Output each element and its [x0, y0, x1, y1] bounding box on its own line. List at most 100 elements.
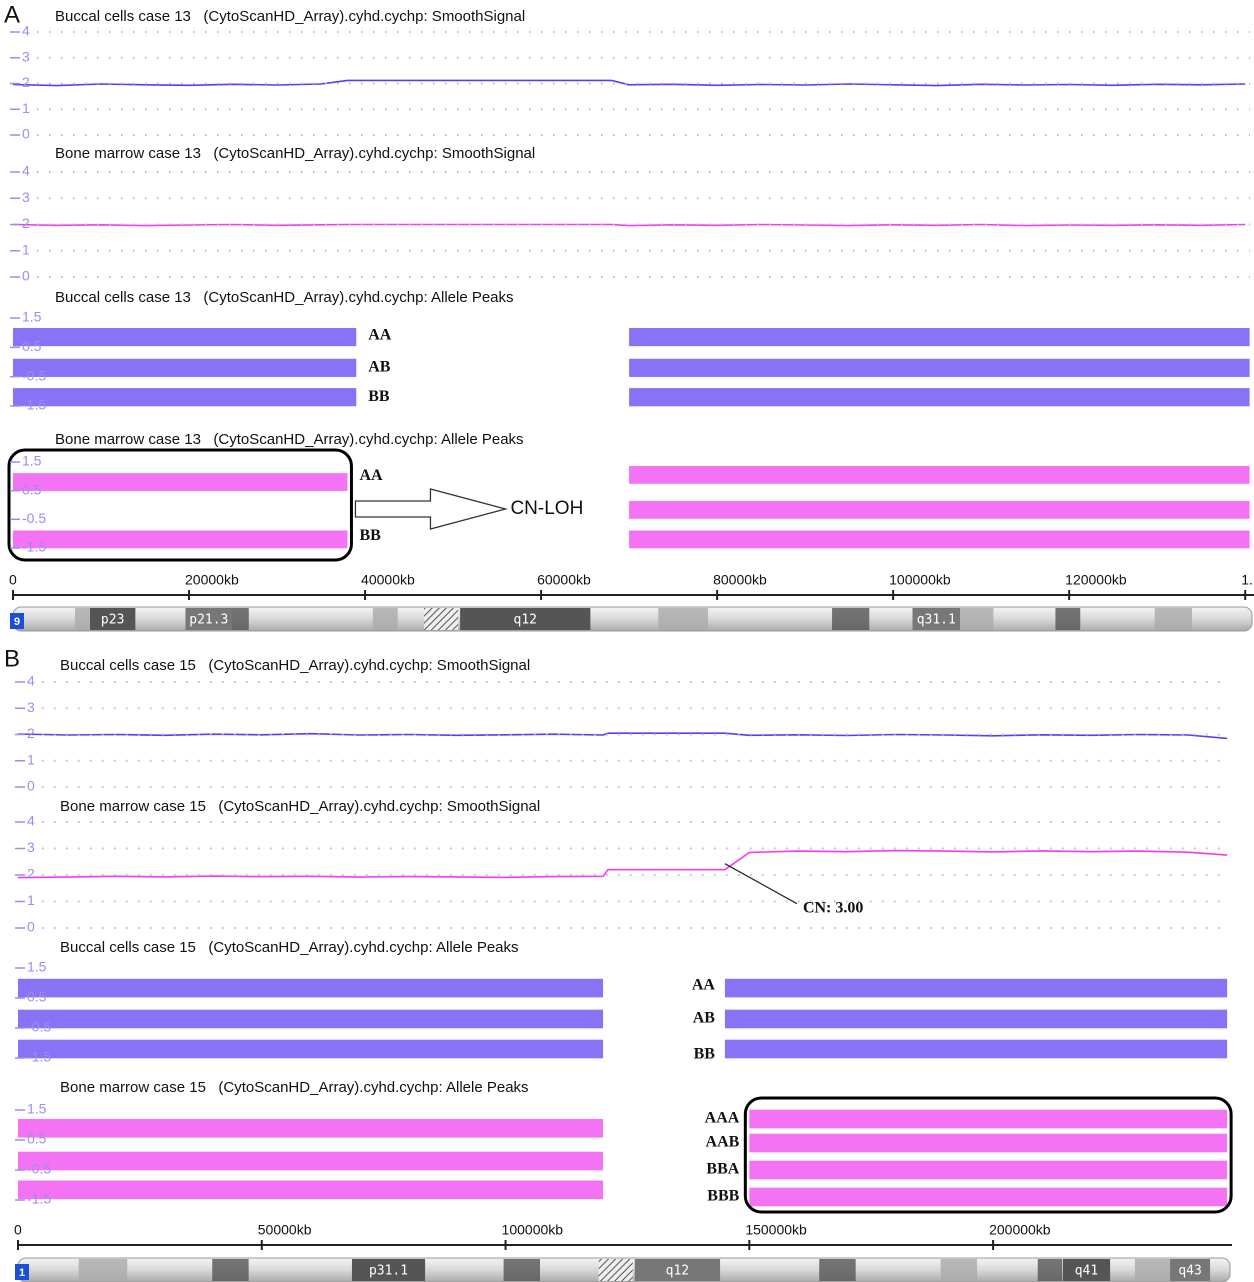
y-tick-label: 0 [27, 778, 35, 794]
track-title: Bone marrow case 13 (CytoScanHD_Array).c… [55, 145, 535, 162]
genotype-label: BB [368, 388, 390, 405]
allele-band [749, 1109, 1228, 1129]
y-tick-label: -1.5 [22, 397, 46, 413]
cytoband [832, 608, 870, 630]
allele-band [13, 358, 357, 377]
allele-band [629, 388, 1250, 407]
x-tick-label: 40000kb [361, 572, 415, 588]
allele-band [724, 1009, 1228, 1029]
track-title: Bone marrow case 15 (CytoScanHD_Array).c… [60, 798, 540, 815]
labeled-band [634, 1259, 721, 1281]
y-tick-label: 3 [22, 48, 30, 64]
track-title: Buccal cells case 15 (CytoScanHD_Array).… [60, 939, 519, 956]
allele-band [13, 327, 357, 347]
y-tick-label: -0.5 [22, 367, 46, 383]
y-tick-label: 1 [22, 241, 30, 257]
x-tick-label: 100000kb [502, 1222, 564, 1238]
signal-line [12, 79, 1246, 87]
y-tick-label: -1.5 [22, 539, 46, 555]
allele-band [18, 1009, 604, 1029]
allele-band [18, 1151, 604, 1171]
y-tick-label: 2 [22, 215, 30, 231]
allele-band [629, 530, 1250, 549]
labeled-band [912, 608, 961, 630]
annotation: CN-LOH [510, 498, 583, 519]
centromere [598, 1259, 633, 1281]
y-tick-label: 4 [27, 813, 35, 829]
band-label: p31.1 [369, 1264, 408, 1279]
genotype-label: AB [368, 359, 391, 376]
cytoband [1037, 1259, 1063, 1281]
x-tick-label: 50000kb [258, 1222, 312, 1238]
allele-band [629, 500, 1250, 519]
x-tick-label: 150000kb [745, 1222, 807, 1238]
allele-band [724, 1039, 1228, 1059]
y-tick-label: 2 [27, 725, 35, 741]
labeled-band [351, 1259, 426, 1281]
annotation-line [724, 863, 798, 905]
y-tick-label: 1 [27, 751, 35, 767]
genotype-label: AB [693, 1010, 716, 1027]
x-tick-label: 1. [1241, 572, 1253, 588]
labeled-band [90, 608, 136, 630]
y-tick-label: -0.5 [27, 1161, 51, 1177]
allele-band [13, 388, 357, 407]
cytoband [78, 1259, 128, 1281]
annotation-arrow [354, 488, 508, 530]
genotype-label: AA [359, 467, 383, 484]
cytoband [503, 1259, 541, 1281]
labeled-band [460, 608, 591, 630]
y-tick-label: 0 [22, 268, 30, 284]
annotation: CN: 3.00 [803, 899, 863, 916]
signal-line [17, 849, 1228, 879]
y-tick-label: 0 [22, 126, 30, 142]
genotype-label: AAA [705, 1110, 740, 1127]
allele-band [749, 1133, 1228, 1153]
genotype-label: BB [694, 1046, 716, 1063]
allele-band [724, 978, 1228, 998]
y-tick-label: 4 [22, 163, 30, 179]
x-tick-label: 80000kb [713, 572, 767, 588]
cytoband [940, 1259, 978, 1281]
y-tick-label: -1.5 [27, 1191, 51, 1207]
y-tick-label: 0.5 [22, 338, 42, 354]
allele-band [18, 1119, 604, 1138]
labeled-band [185, 608, 233, 630]
band-label: p23 [101, 613, 124, 628]
allele-band [13, 473, 348, 491]
y-tick-label: 1 [22, 100, 30, 116]
y-tick-label: 1.5 [22, 453, 42, 469]
highlight-box [743, 1096, 1233, 1214]
chromosome-box [15, 1264, 29, 1280]
track-title: Buccal cells case 13 (CytoScanHD_Array).… [55, 289, 514, 306]
x-tick-label: 120000kb [1065, 572, 1127, 588]
chromosome-number: 1 [19, 1267, 25, 1279]
cytoband [1154, 608, 1192, 630]
track-title: Buccal cells case 15 (CytoScanHD_Array).… [60, 657, 530, 674]
y-tick-label: 0.5 [27, 1131, 47, 1147]
y-tick-label: 3 [27, 699, 35, 715]
band-label: q41 [1075, 1264, 1098, 1279]
y-tick-label: 3 [22, 189, 30, 205]
allele-band [629, 327, 1250, 347]
genotype-label: BB [359, 527, 381, 544]
x-tick-label: 60000kb [537, 572, 591, 588]
genotype-label: AA [368, 326, 392, 343]
track-title: Buccal cells case 13 (CytoScanHD_Array).… [55, 8, 525, 25]
signal-line [17, 732, 1228, 740]
band-label: q12 [666, 1264, 689, 1279]
cytoband [819, 1259, 856, 1281]
allele-band [629, 466, 1250, 484]
band-label: q12 [514, 613, 537, 628]
allele-band [18, 978, 604, 998]
genotype-label: AA [692, 977, 716, 994]
cytoband [372, 608, 398, 630]
labeled-band [1062, 1259, 1111, 1281]
y-tick-label: 3 [27, 839, 35, 855]
centromere [424, 608, 459, 630]
panel-label: A [4, 1, 20, 28]
allele-band [629, 358, 1250, 377]
x-tick-label: 0 [14, 1222, 22, 1238]
y-tick-label: -1.5 [27, 1049, 51, 1065]
